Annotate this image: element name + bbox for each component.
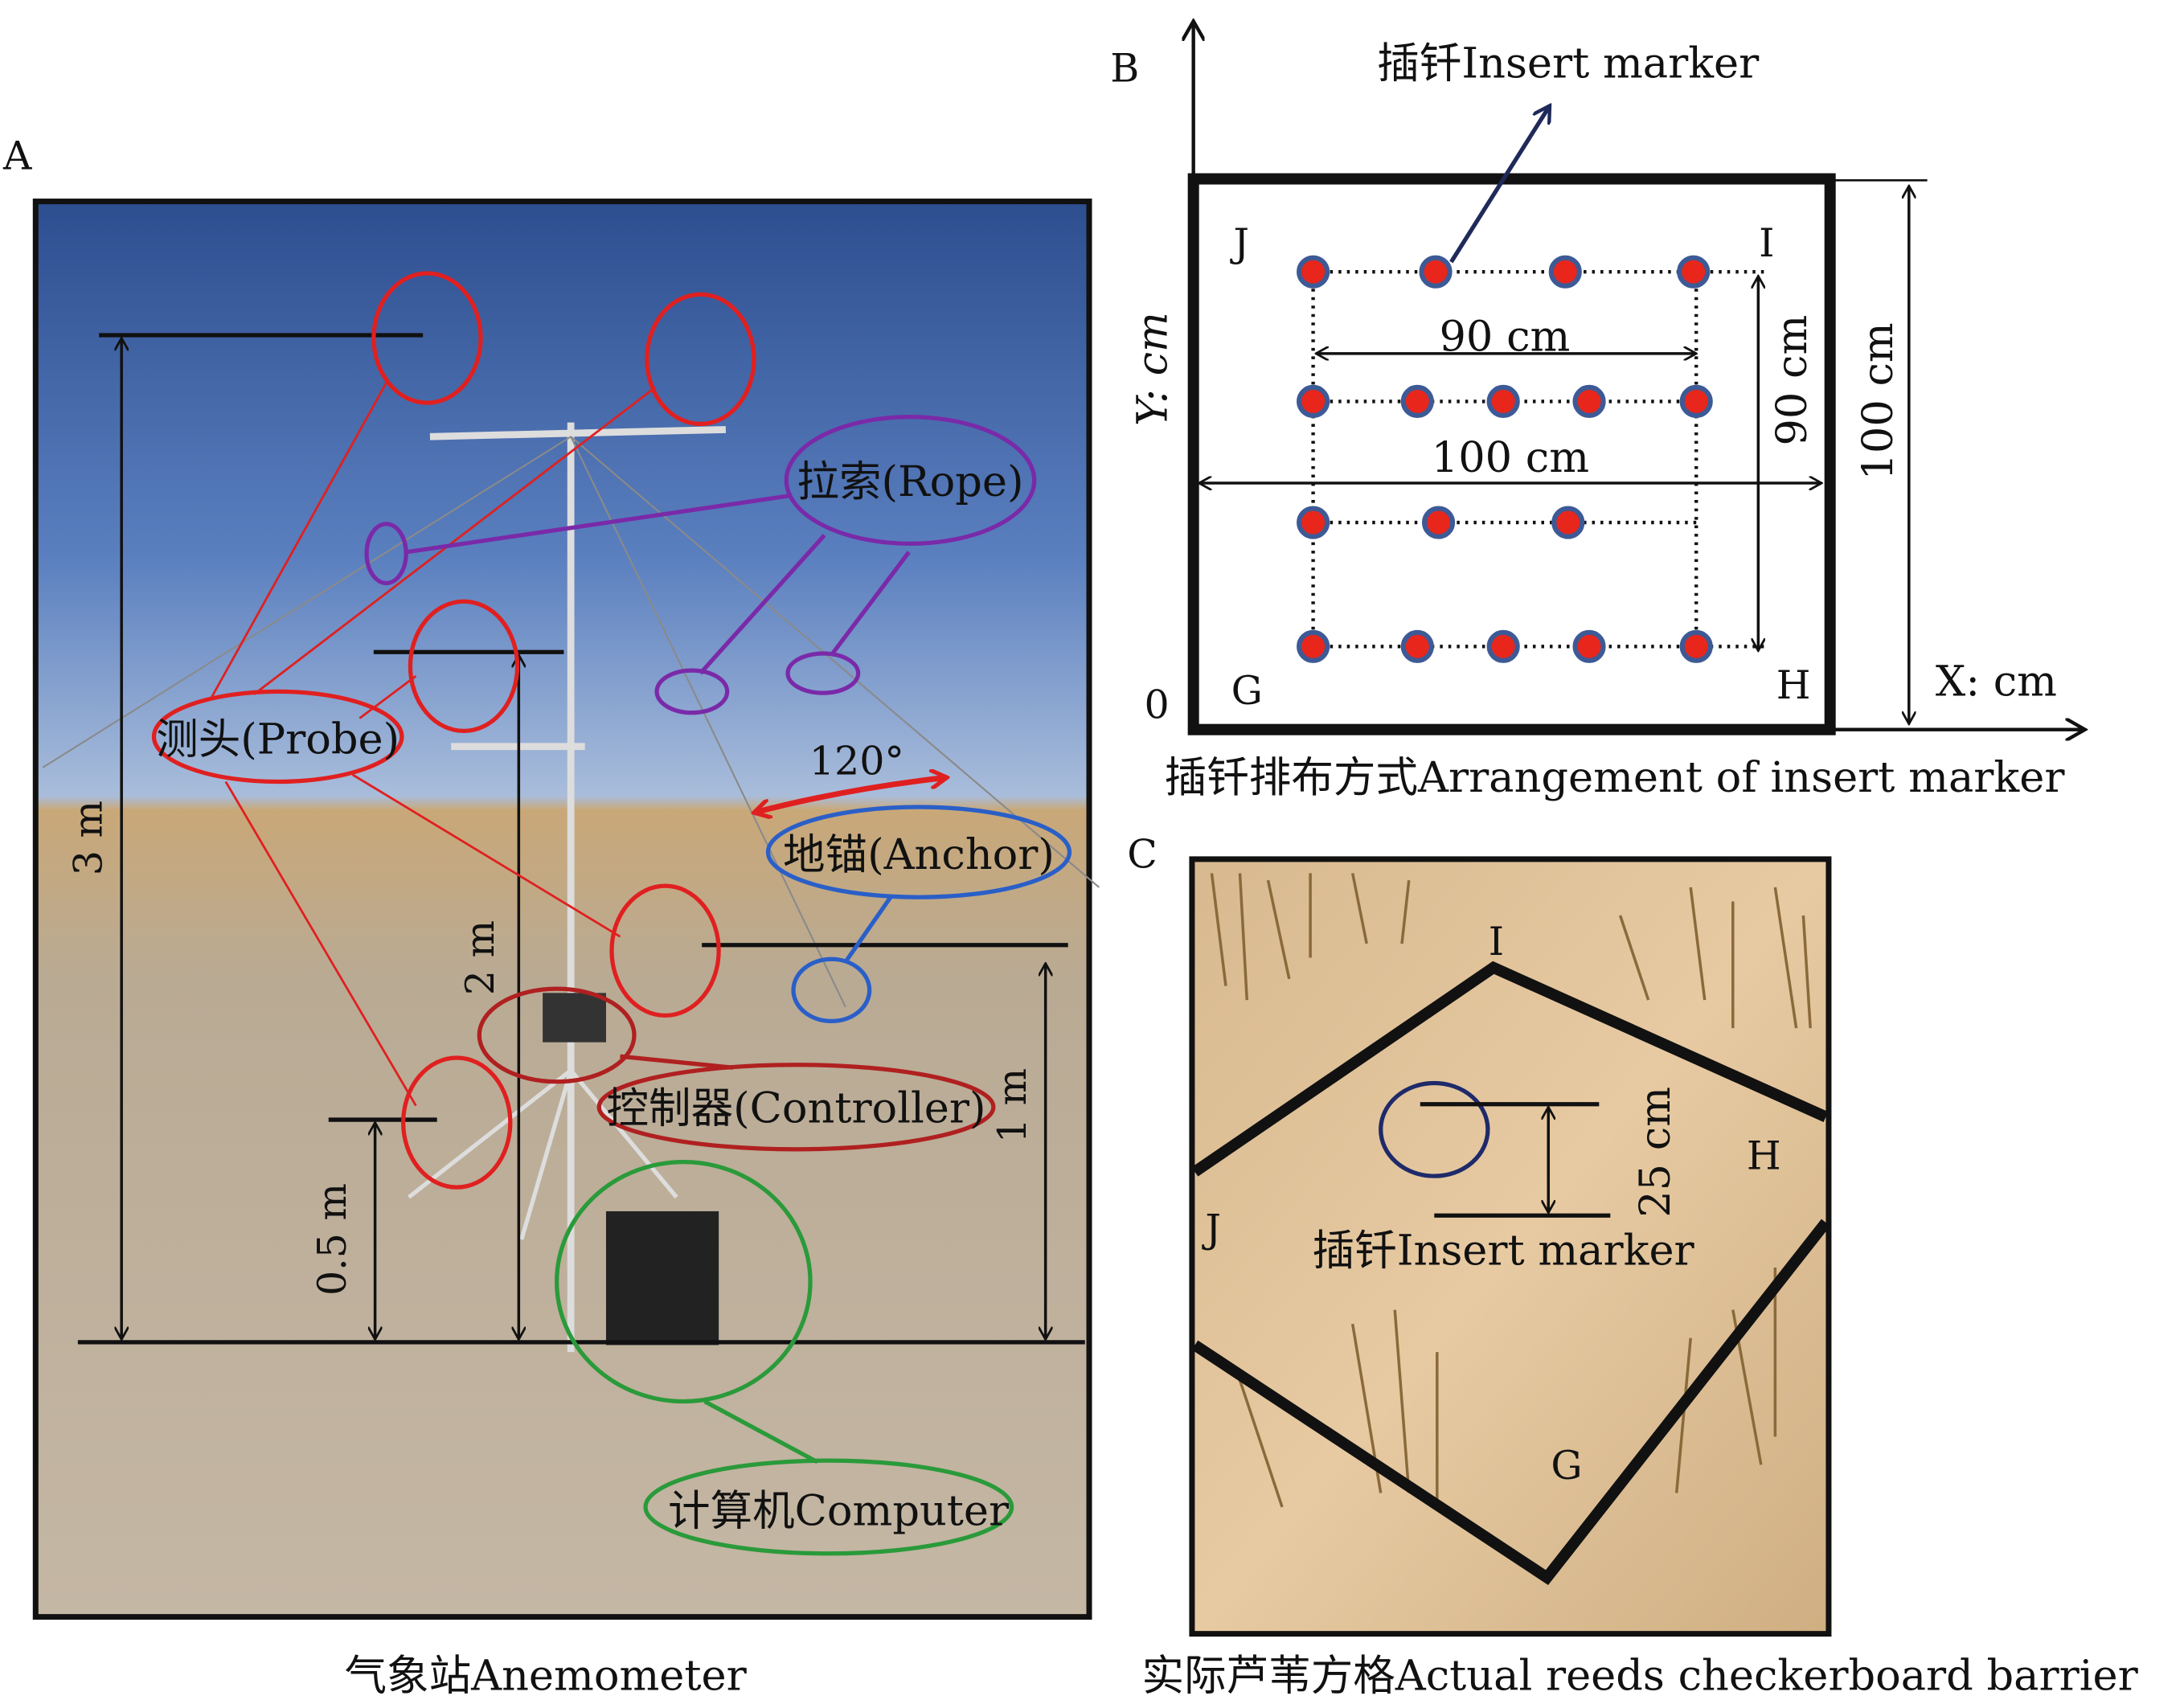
insert-marker-dot bbox=[1400, 384, 1434, 418]
insert-marker-dot bbox=[1679, 384, 1713, 418]
corner-j: J bbox=[1229, 219, 1249, 266]
insert-marker-dot bbox=[1297, 384, 1330, 418]
rope-label: 拉索(Rope) bbox=[797, 457, 1023, 506]
origin-label: 0 bbox=[1144, 682, 1169, 728]
panel-b: B 插钎Insert marker 90 cm 90 cm 100 cm 100… bbox=[1110, 21, 2085, 802]
insert-marker-dot bbox=[1679, 629, 1713, 663]
insert-marker-dot bbox=[1297, 629, 1330, 663]
panel-c: C 25 cm 插钎Insert marker I H J G 实际芦苇方格Ac… bbox=[1127, 830, 2138, 1700]
controller-annotations bbox=[477, 986, 996, 1152]
corner-g: G bbox=[1231, 667, 1263, 714]
panel-b-letter: B bbox=[1110, 45, 1139, 92]
depth-label: 25 cm bbox=[1631, 1087, 1680, 1218]
height-05m-label: 0.5 m bbox=[309, 1183, 355, 1296]
corner-h: H bbox=[1776, 662, 1811, 708]
height-lines bbox=[77, 333, 1085, 1345]
controller-label: 控制器(Controller) bbox=[607, 1084, 986, 1133]
insert-marker-dot bbox=[1572, 384, 1606, 418]
panel-a-caption: 气象站Anemometer bbox=[344, 1652, 747, 1700]
insert-marker-circle bbox=[1379, 1080, 1490, 1178]
x-axis-label: X: cm bbox=[1936, 657, 2057, 707]
plot-frame bbox=[1187, 173, 1836, 735]
insert-marker-dot bbox=[1421, 506, 1456, 539]
insert-marker-dot bbox=[1551, 506, 1585, 539]
insert-marker-dot bbox=[1677, 255, 1711, 289]
dim-outer-width: 100 cm bbox=[1432, 433, 1589, 482]
height-2m-label: 2 m bbox=[457, 920, 503, 995]
controller-box bbox=[543, 993, 606, 1043]
corner-i: I bbox=[1759, 219, 1774, 266]
probe-label: 测头(Probe) bbox=[156, 715, 400, 764]
checkerboard-outline bbox=[1191, 961, 1830, 1585]
angle-label: 120° bbox=[809, 738, 904, 784]
y-axis-label: Y: cm bbox=[1128, 312, 1177, 426]
marker-grid bbox=[1297, 255, 1713, 663]
angle-arrow bbox=[754, 777, 947, 813]
insert-marker-dot bbox=[1297, 255, 1330, 289]
height-3m-label: 3 m bbox=[65, 801, 112, 875]
insert-marker-dot bbox=[1486, 629, 1520, 663]
dimension-arrows bbox=[1199, 186, 1909, 723]
height-arrows bbox=[121, 338, 1045, 1340]
computer-label: 计算机Computer bbox=[668, 1487, 1010, 1536]
anchor-label: 地锚(Anchor) bbox=[783, 830, 1055, 879]
insert-marker-label: 插钎Insert marker bbox=[1377, 39, 1760, 88]
dim-inner-width: 90 cm bbox=[1440, 312, 1571, 361]
reeds bbox=[1210, 873, 1812, 1508]
insert-marker-dot bbox=[1419, 255, 1453, 289]
anemometer-photo bbox=[32, 199, 1092, 1620]
insert-marker-dot bbox=[1572, 629, 1606, 663]
computer-annotations bbox=[555, 1160, 1014, 1556]
insert-marker-dot bbox=[1548, 255, 1582, 289]
c-corner-g: G bbox=[1551, 1442, 1582, 1489]
panel-c-caption: 实际芦苇方格Actual reeds checkerboard barrier bbox=[1142, 1652, 2139, 1700]
insert-marker-dot bbox=[1297, 506, 1330, 539]
weather-station-mast bbox=[408, 422, 727, 1353]
insert-marker-dot bbox=[1486, 384, 1520, 418]
rope-lines bbox=[42, 436, 1100, 1008]
computer-case bbox=[605, 1210, 719, 1346]
c-corner-j: J bbox=[1201, 1206, 1221, 1252]
panel-c-letter: C bbox=[1127, 830, 1158, 877]
rope-annotations bbox=[364, 415, 1037, 715]
panel-a: A 3 m bbox=[2, 132, 1100, 1700]
c-insert-marker-label: 插钎Insert marker bbox=[1313, 1227, 1695, 1276]
panel-b-caption: 插钎排布方式Arrangement of insert marker bbox=[1165, 753, 2066, 802]
anchor-annotations bbox=[765, 805, 1072, 1024]
panel-a-letter: A bbox=[2, 132, 32, 178]
dim-outer-height: 100 cm bbox=[1854, 322, 1903, 480]
insert-marker-pointer bbox=[1449, 105, 1550, 264]
reed-barrier-photo bbox=[1189, 856, 1832, 1637]
c-corner-i: I bbox=[1489, 918, 1504, 965]
insert-marker-dot bbox=[1400, 629, 1434, 663]
c-corner-h: H bbox=[1747, 1132, 1781, 1178]
probe-annotations bbox=[151, 271, 756, 1190]
marker-grid-lines bbox=[1311, 269, 1768, 649]
height-1m-label: 1 m bbox=[989, 1068, 1035, 1143]
dim-inner-height: 90 cm bbox=[1768, 315, 1817, 446]
